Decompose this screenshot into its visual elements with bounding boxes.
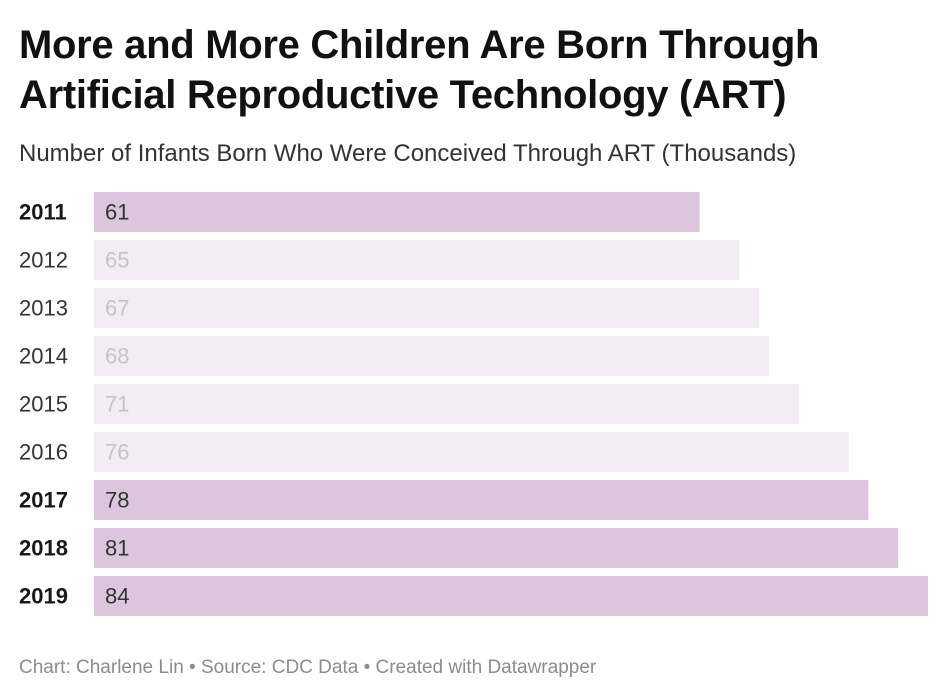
chart-title-line-1: More and More Children Are Born Through — [19, 23, 820, 67]
bar-2011 — [94, 192, 700, 232]
bar-2018 — [94, 528, 899, 568]
bar-row-2013: 2013 67 — [19, 288, 760, 328]
bar-2017 — [94, 480, 869, 520]
bar-2015 — [94, 384, 799, 424]
chart-title-line-2: Artificial Reproductive Technology (ART) — [19, 73, 787, 117]
bar-row-2015: 2015 71 — [19, 384, 799, 424]
value-label-2014: 68 — [105, 344, 129, 369]
bar-2012 — [94, 240, 740, 280]
bar-row-2018: 2018 81 — [19, 528, 899, 568]
category-label-2012: 2012 — [19, 248, 68, 273]
bar-row-2016: 2016 76 — [19, 432, 849, 472]
value-label-2016: 76 — [105, 440, 129, 465]
bar-2014 — [94, 336, 770, 376]
bar-2019 — [94, 576, 928, 616]
bar-row-2012: 2012 65 — [19, 240, 740, 280]
bar-row-2019: 2019 84 — [19, 576, 928, 616]
bar-row-2014: 2014 68 — [19, 336, 770, 376]
category-label-2014: 2014 — [19, 344, 68, 369]
bar-row-2017: 2017 78 — [19, 480, 869, 520]
category-label-2019: 2019 — [19, 584, 68, 609]
value-label-2019: 84 — [105, 584, 129, 609]
category-label-2015: 2015 — [19, 392, 68, 417]
category-label-2016: 2016 — [19, 440, 68, 465]
value-label-2013: 67 — [105, 296, 129, 321]
chart-subtitle: Number of Infants Born Who Were Conceive… — [19, 140, 797, 167]
bar-row-2011: 2011 61 — [19, 192, 700, 232]
value-label-2017: 78 — [105, 488, 129, 513]
value-label-2015: 71 — [105, 392, 129, 417]
category-label-2011: 2011 — [19, 200, 67, 225]
value-label-2018: 81 — [105, 536, 129, 561]
category-label-2017: 2017 — [19, 488, 68, 513]
value-label-2012: 65 — [105, 248, 129, 273]
bar-2016 — [94, 432, 849, 472]
bar-2013 — [94, 288, 760, 328]
category-label-2013: 2013 — [19, 296, 68, 321]
category-label-2018: 2018 — [19, 536, 68, 561]
chart-title: More and More Children Are Born Through … — [19, 20, 929, 120]
chart-footer: Chart: Charlene Lin • Source: CDC Data •… — [19, 657, 597, 678]
value-label-2011: 61 — [105, 200, 129, 225]
